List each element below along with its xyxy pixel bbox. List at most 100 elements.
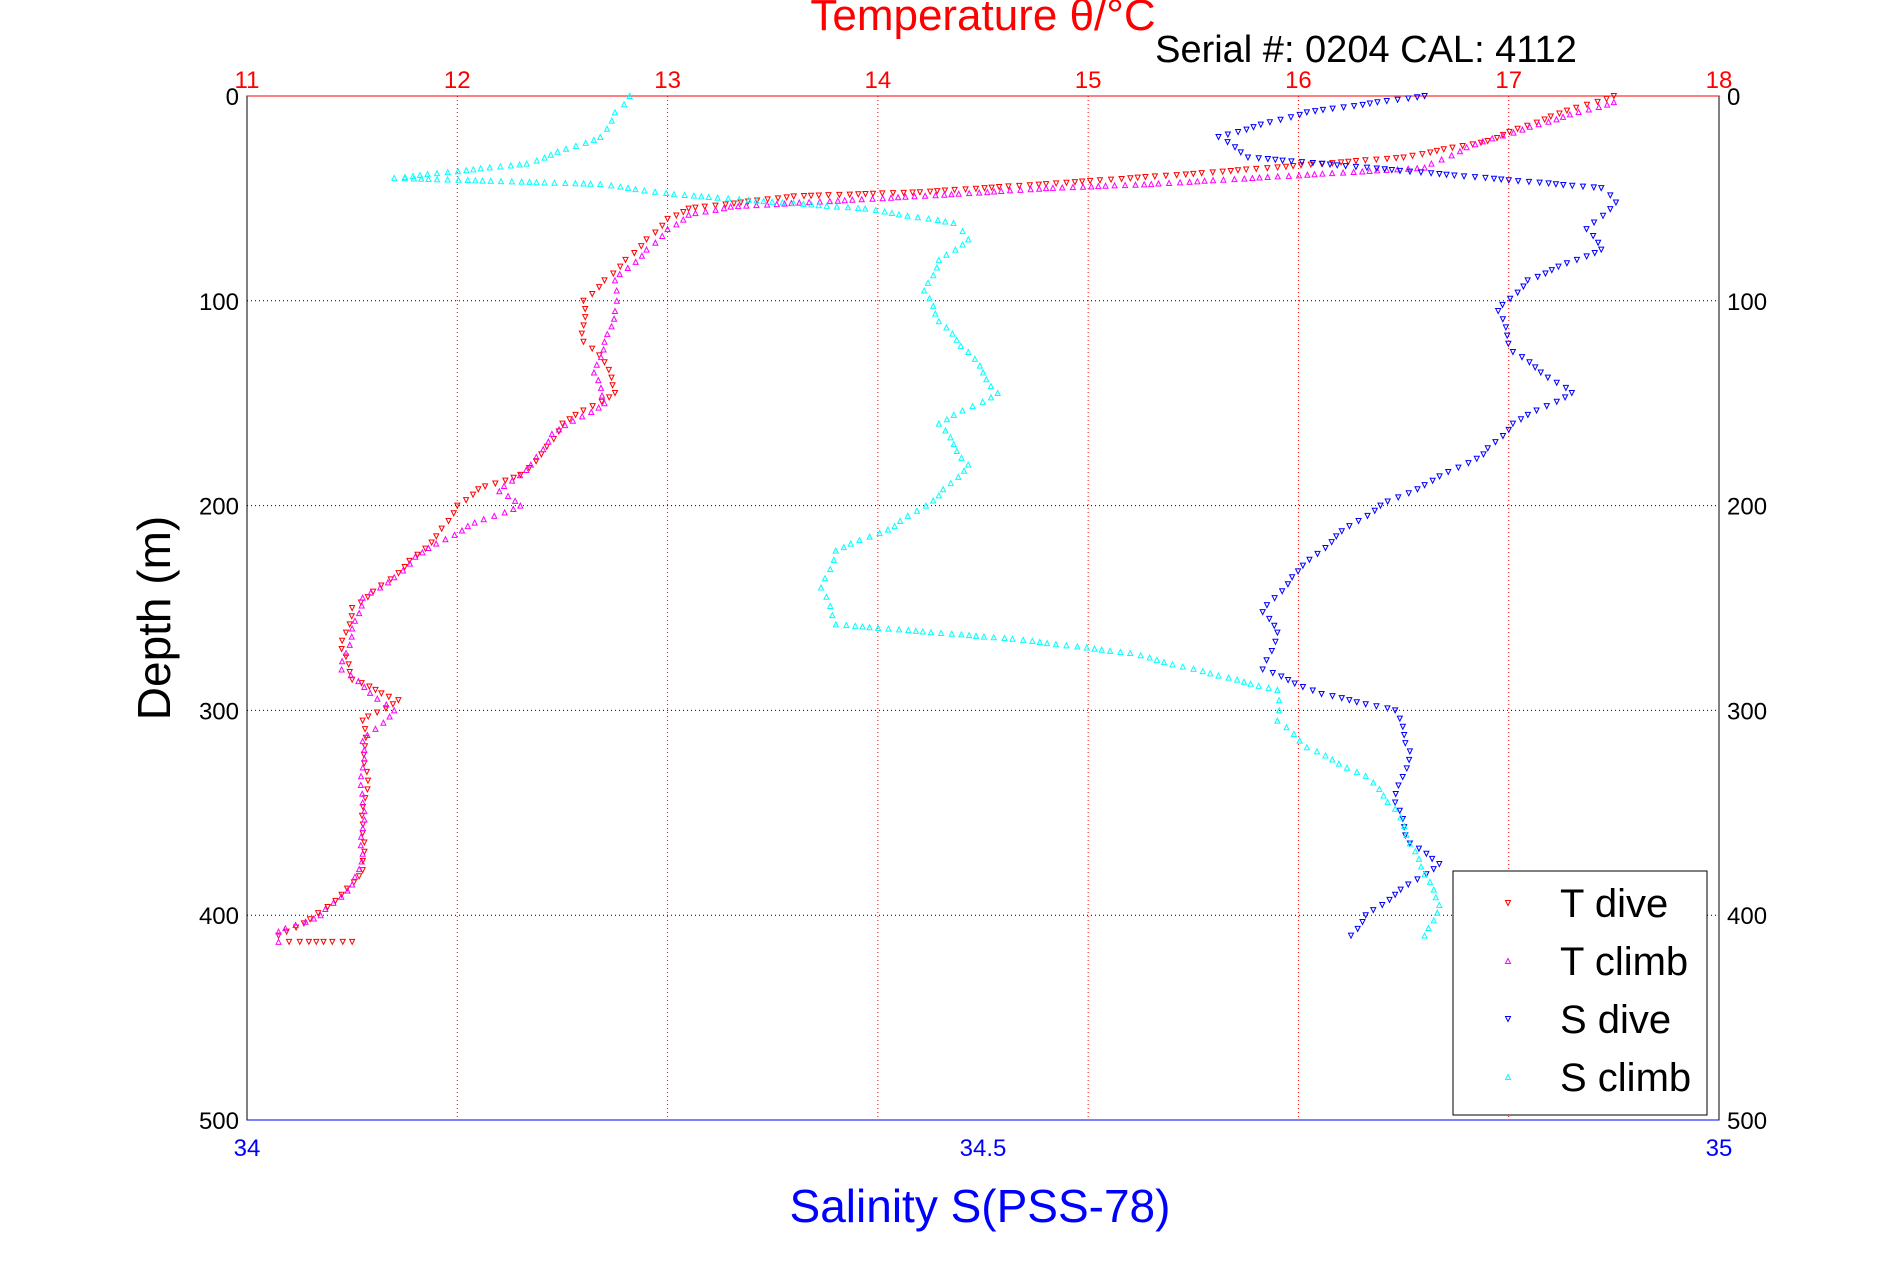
s-dive-point — [1318, 691, 1325, 698]
chart-title: Temperature θ/°C — [810, 0, 1155, 40]
s-dive-point — [1545, 180, 1552, 188]
t-dive-point — [389, 701, 397, 708]
s-dive-point — [1525, 178, 1533, 186]
s-dive-point — [1384, 498, 1391, 506]
t-climb-point — [1373, 166, 1381, 174]
s-dive-point — [1427, 170, 1435, 177]
s-dive-point — [1536, 179, 1543, 187]
t-climb-point — [1069, 183, 1077, 191]
t-climb-point — [548, 430, 556, 437]
s-dive-point — [1328, 539, 1335, 546]
s-dive-point — [1544, 374, 1552, 382]
s-climb-point — [1137, 651, 1145, 659]
t-climb-point — [643, 245, 650, 253]
s-climb-point — [596, 133, 604, 140]
t-climb-point — [364, 731, 371, 738]
s-climb-point — [1411, 847, 1419, 855]
t-dive-point — [580, 338, 587, 346]
t-dive-point — [1063, 179, 1070, 187]
s-climb-point — [779, 198, 786, 206]
t-dive-point — [1151, 173, 1159, 181]
t-dive-point — [972, 185, 980, 193]
t-climb-point — [955, 190, 963, 197]
s-dive-series — [1215, 93, 1620, 940]
s-dive-point — [1392, 791, 1400, 798]
t-climb-point — [346, 641, 354, 648]
s-climb-point — [1380, 791, 1387, 799]
t-dive-point — [1078, 178, 1086, 186]
s-climb-point — [562, 145, 570, 152]
t-climb-point — [490, 512, 498, 519]
t-dive-point — [348, 676, 356, 684]
t-dive-point — [382, 705, 390, 712]
t-dive-point — [359, 857, 367, 865]
t-climb-point — [834, 197, 842, 204]
sal-tick-label: 35 — [1706, 1135, 1733, 1162]
s-climb-point — [1303, 743, 1311, 751]
t-dive-point — [559, 420, 566, 428]
t-dive-point — [595, 284, 603, 291]
temp-tick-label: 12 — [444, 67, 471, 94]
t-dive-point — [679, 209, 687, 216]
s-climb-point — [1343, 764, 1351, 771]
s-climb-point — [662, 189, 670, 197]
t-dive-point — [889, 190, 897, 197]
t-climb-point — [712, 206, 719, 213]
s-dive-point — [1296, 111, 1304, 119]
s-climb-point — [745, 196, 753, 203]
s-climb-point — [1247, 680, 1254, 687]
t-dive-point — [1400, 154, 1407, 162]
t-climb-point — [347, 671, 355, 679]
legend-label: T climb — [1560, 940, 1688, 984]
s-climb-point — [1397, 813, 1404, 821]
t-climb-point — [357, 841, 365, 849]
t-dive-point — [730, 200, 738, 208]
s-dive-point — [1270, 622, 1278, 630]
s-dive-point — [1326, 161, 1334, 169]
s-climb-point — [1353, 768, 1361, 775]
s-dive-point — [1322, 545, 1329, 552]
s-climb-point — [587, 180, 594, 187]
s-dive-point — [1396, 715, 1404, 723]
s-dive-point — [1520, 283, 1527, 291]
s-dive-point — [1552, 181, 1560, 188]
s-climb-point — [518, 178, 525, 185]
t-dive-point — [995, 183, 1003, 191]
s-climb-point — [937, 629, 945, 636]
s-dive-point — [1388, 167, 1396, 174]
t-climb-point — [664, 225, 671, 233]
t-climb-point — [1194, 177, 1201, 185]
s-dive-point — [1333, 162, 1341, 169]
s-climb-point — [582, 139, 590, 146]
s-climb-point — [933, 263, 941, 271]
t-dive-point — [1274, 164, 1281, 172]
t-climb-point — [773, 200, 781, 208]
s-climb-series — [390, 92, 1443, 939]
s-dive-point — [1402, 740, 1409, 747]
t-climb-point — [355, 609, 363, 617]
t-dive-point — [428, 539, 435, 547]
s-dive-point — [1329, 105, 1336, 113]
t-climb-point — [1463, 143, 1470, 151]
t-climb-point — [344, 887, 351, 894]
t-dive-point — [361, 726, 369, 733]
t-dive-point — [1173, 172, 1180, 179]
t-dive-point — [941, 187, 949, 195]
s-climb-point — [876, 529, 883, 537]
s-climb-point — [1265, 684, 1272, 691]
s-dive-point — [1371, 507, 1379, 515]
t-climb-point — [616, 270, 624, 278]
s-climb-point — [1029, 637, 1036, 644]
s-dive-point — [1391, 799, 1399, 807]
s-dive-point — [1562, 384, 1570, 392]
s-dive-point — [1404, 881, 1412, 889]
t-dive-point — [1329, 160, 1336, 167]
t-dive-point — [855, 191, 862, 198]
s-dive-point — [1563, 260, 1571, 267]
t-climb-point — [359, 798, 366, 806]
s-climb-point — [935, 317, 943, 325]
s-dive-point — [1492, 439, 1499, 446]
s-dive-point — [1265, 615, 1273, 623]
s-climb-point — [943, 415, 951, 423]
